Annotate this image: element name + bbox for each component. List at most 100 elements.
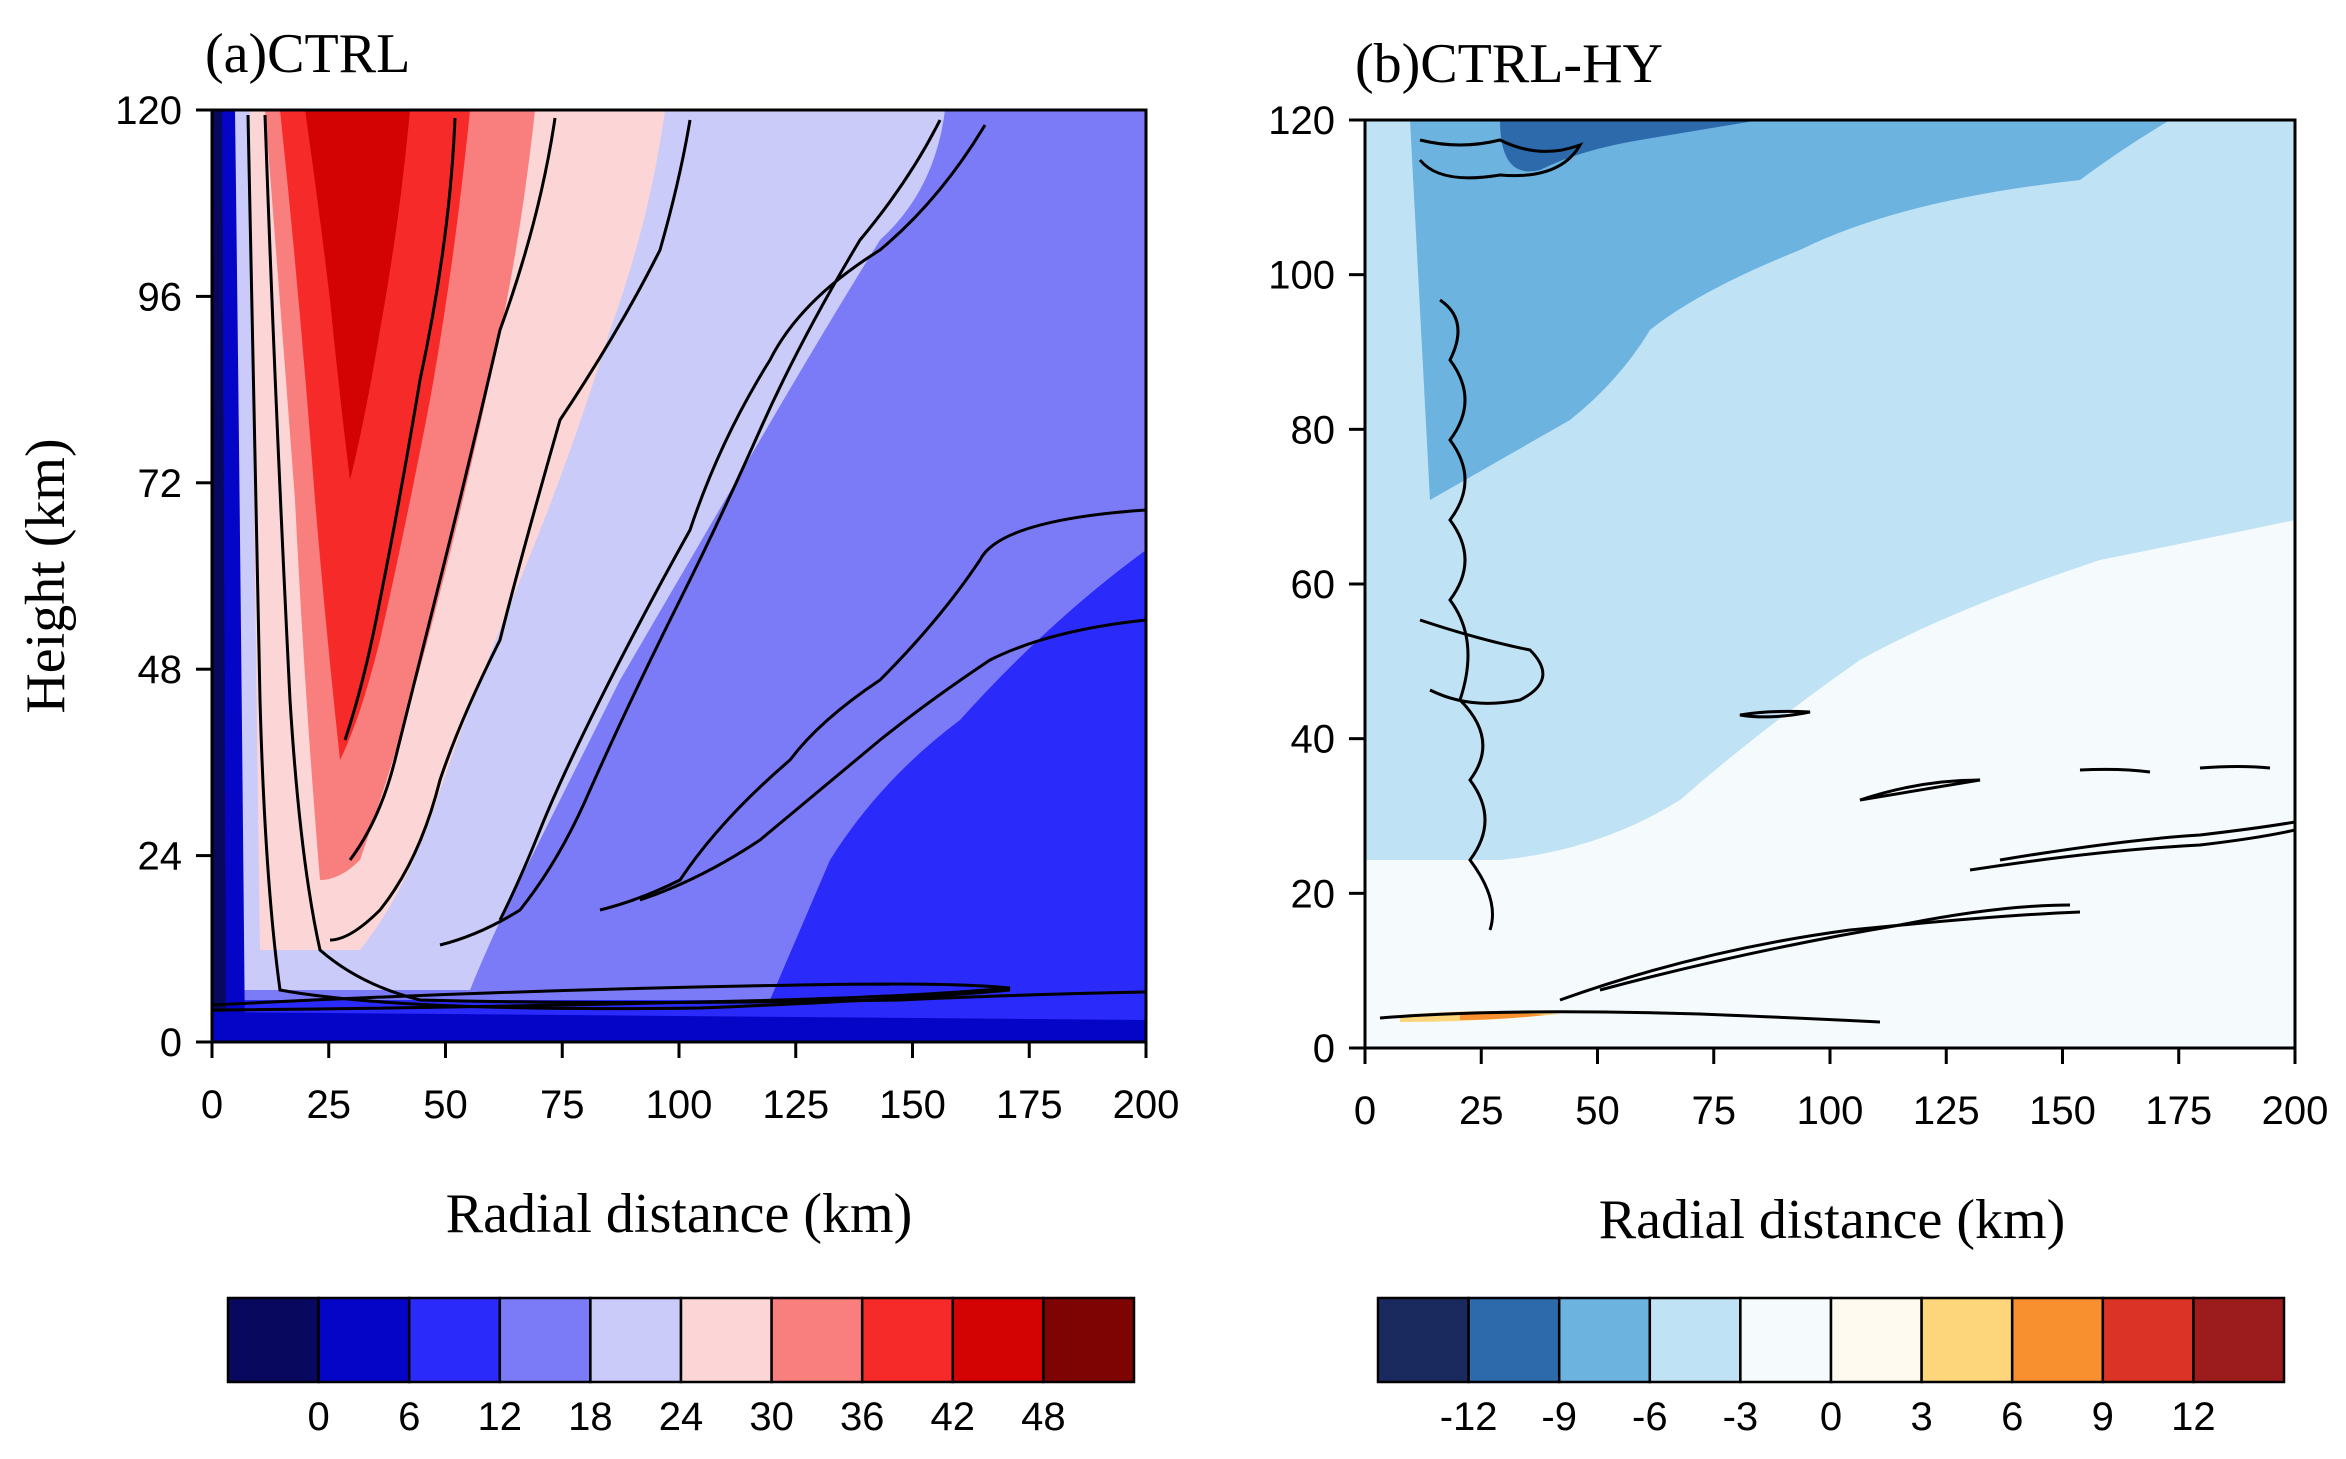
- b-fill-level-neg9: [1500, 120, 1760, 172]
- colorbar-swatch: [589, 1296, 683, 1384]
- a-fill-level-48: [305, 110, 410, 480]
- colorbar-swatch: [770, 1296, 864, 1384]
- colorbar-label: -6: [1632, 1395, 1668, 1439]
- a-fill-surface-6: [212, 1012, 1146, 1042]
- b-contours: [1379, 138, 2295, 1024]
- x-tick-label: 200: [1113, 1083, 1180, 1127]
- x-tick-label: 150: [879, 1083, 946, 1127]
- colorbar-label: 0: [1820, 1395, 1842, 1439]
- colorbar-swatch: [860, 1296, 955, 1384]
- a-fill-level-0: [212, 110, 226, 1042]
- panel-a-colorbar: 0 6 12 18 24 30 36 42 48: [226, 1296, 1136, 1439]
- colorbar-label: 30: [749, 1395, 794, 1439]
- b-contour-2: [1559, 910, 2081, 1002]
- colorbar-label: -9: [1541, 1395, 1577, 1439]
- x-tick-label: 100: [646, 1083, 713, 1127]
- x-tick-label: 0: [1354, 1089, 1376, 1133]
- a-contour-9: [639, 618, 1146, 902]
- x-tick-label: 50: [423, 1083, 468, 1127]
- y-tick-label: 120: [115, 89, 182, 133]
- y-tick-label: 120: [1268, 99, 1335, 143]
- colorbar-label: 9: [2092, 1395, 2114, 1439]
- colorbar-label: 12: [478, 1395, 523, 1439]
- a-contour-5: [246, 114, 1011, 1011]
- colorbar-label: 48: [1021, 1395, 1066, 1439]
- colorbar-swatch: [2192, 1296, 2286, 1384]
- b-contour-8: [2079, 767, 2151, 774]
- x-tick-label: 175: [2145, 1089, 2212, 1133]
- b-contour-9: [2199, 765, 2271, 770]
- colorbar-swatch: [1376, 1296, 1470, 1384]
- panel-b-ctrl-hy: (b)CTRL-HY 0 25: [1268, 33, 2328, 1439]
- b-contour-10: [1418, 138, 1584, 180]
- colorbar-label: 0: [307, 1395, 329, 1439]
- colorbar-swatch: [1920, 1296, 2014, 1384]
- panel-b-x-ticks: 0 25 50 75 100 125 150 175 200: [1354, 1048, 2329, 1133]
- b-fill-level-neg6: [1410, 120, 2170, 500]
- colorbar-label: 6: [398, 1395, 420, 1439]
- y-tick-label: 60: [1291, 563, 1336, 607]
- colorbar-label: 12: [2171, 1395, 2216, 1439]
- x-tick-label: 150: [2029, 1089, 2096, 1133]
- colorbar-swatch: [226, 1296, 320, 1384]
- colorbar-label: -3: [1723, 1395, 1759, 1439]
- colorbar-swatch: [1739, 1296, 1833, 1384]
- panel-b-colorbar: -12 -9 -6 -3 0 3 6 9 12: [1376, 1296, 2286, 1439]
- x-tick-label: 0: [201, 1083, 223, 1127]
- colorbar-swatch: [1648, 1296, 1742, 1384]
- a-contour-10: [212, 982, 1011, 1012]
- colorbar-swatch: [2101, 1296, 2195, 1384]
- colorbar-swatch: [1467, 1296, 1561, 1384]
- y-tick-label: 72: [138, 462, 183, 506]
- a-contour-6: [439, 119, 942, 947]
- colorbar-label: 42: [931, 1395, 976, 1439]
- colorbar-label: 3: [1910, 1395, 1932, 1439]
- colorbar-swatch: [951, 1296, 1045, 1384]
- colorbar-swatch: [2010, 1296, 2105, 1384]
- x-tick-label: 25: [307, 1083, 352, 1127]
- colorbar-label: 24: [659, 1395, 704, 1439]
- b-contour-6: [1859, 778, 1981, 802]
- x-tick-label: 75: [540, 1083, 585, 1127]
- colorbar-swatch: [1829, 1296, 1923, 1384]
- panel-b-fill: [1365, 120, 2295, 1048]
- b-fill-level-6: [1460, 1012, 1545, 1020]
- b-contour-7: [1739, 709, 1811, 719]
- panel-a-y-label: Height (km): [15, 438, 77, 713]
- y-tick-label: 100: [1268, 254, 1335, 298]
- b-contour-3: [1599, 903, 2071, 992]
- colorbar-label: 36: [840, 1395, 885, 1439]
- y-tick-label: 0: [160, 1021, 182, 1065]
- b-contour-5: [1999, 820, 2295, 862]
- colorbar-label: 6: [2001, 1395, 2023, 1439]
- b-contour-1: [1379, 1010, 1881, 1024]
- a-contour-2: [348, 117, 557, 861]
- b-contour-12: [1419, 618, 1545, 705]
- y-tick-label: 24: [138, 835, 183, 879]
- panel-b-y-ticks: 0 20 40 60 80 100 120: [1268, 99, 1365, 1071]
- x-tick-label: 75: [1692, 1089, 1737, 1133]
- colorbar-swatch: [407, 1296, 502, 1384]
- x-tick-label: 125: [1913, 1089, 1980, 1133]
- a-contour-4: [263, 114, 1146, 1004]
- a-contours: [212, 114, 1146, 1012]
- b-contour-11: [1439, 298, 1494, 931]
- x-tick-label: 25: [1459, 1089, 1504, 1133]
- x-tick-label: 50: [1575, 1089, 1620, 1133]
- y-tick-label: 40: [1291, 718, 1336, 762]
- colorbar-label: -12: [1440, 1395, 1498, 1439]
- y-tick-label: 0: [1313, 1027, 1335, 1071]
- panel-a-x-ticks: 0 25 50 75 100 125 150 175 200: [201, 1042, 1180, 1127]
- y-tick-label: 20: [1291, 872, 1336, 916]
- a-contour-1: [329, 119, 692, 942]
- panel-b-title: (b)CTRL-HY: [1355, 33, 1663, 95]
- panel-b-x-label: Radial distance (km): [1599, 1189, 2066, 1251]
- a-contour-8: [599, 508, 1146, 912]
- x-tick-label: 200: [2262, 1089, 2329, 1133]
- a-contour-3: [343, 117, 457, 741]
- x-tick-label: 125: [762, 1083, 829, 1127]
- b-contour-4: [1969, 828, 2295, 872]
- x-tick-label: 100: [1797, 1089, 1864, 1133]
- a-contour-7: [498, 124, 987, 921]
- colorbar-swatch: [679, 1296, 773, 1384]
